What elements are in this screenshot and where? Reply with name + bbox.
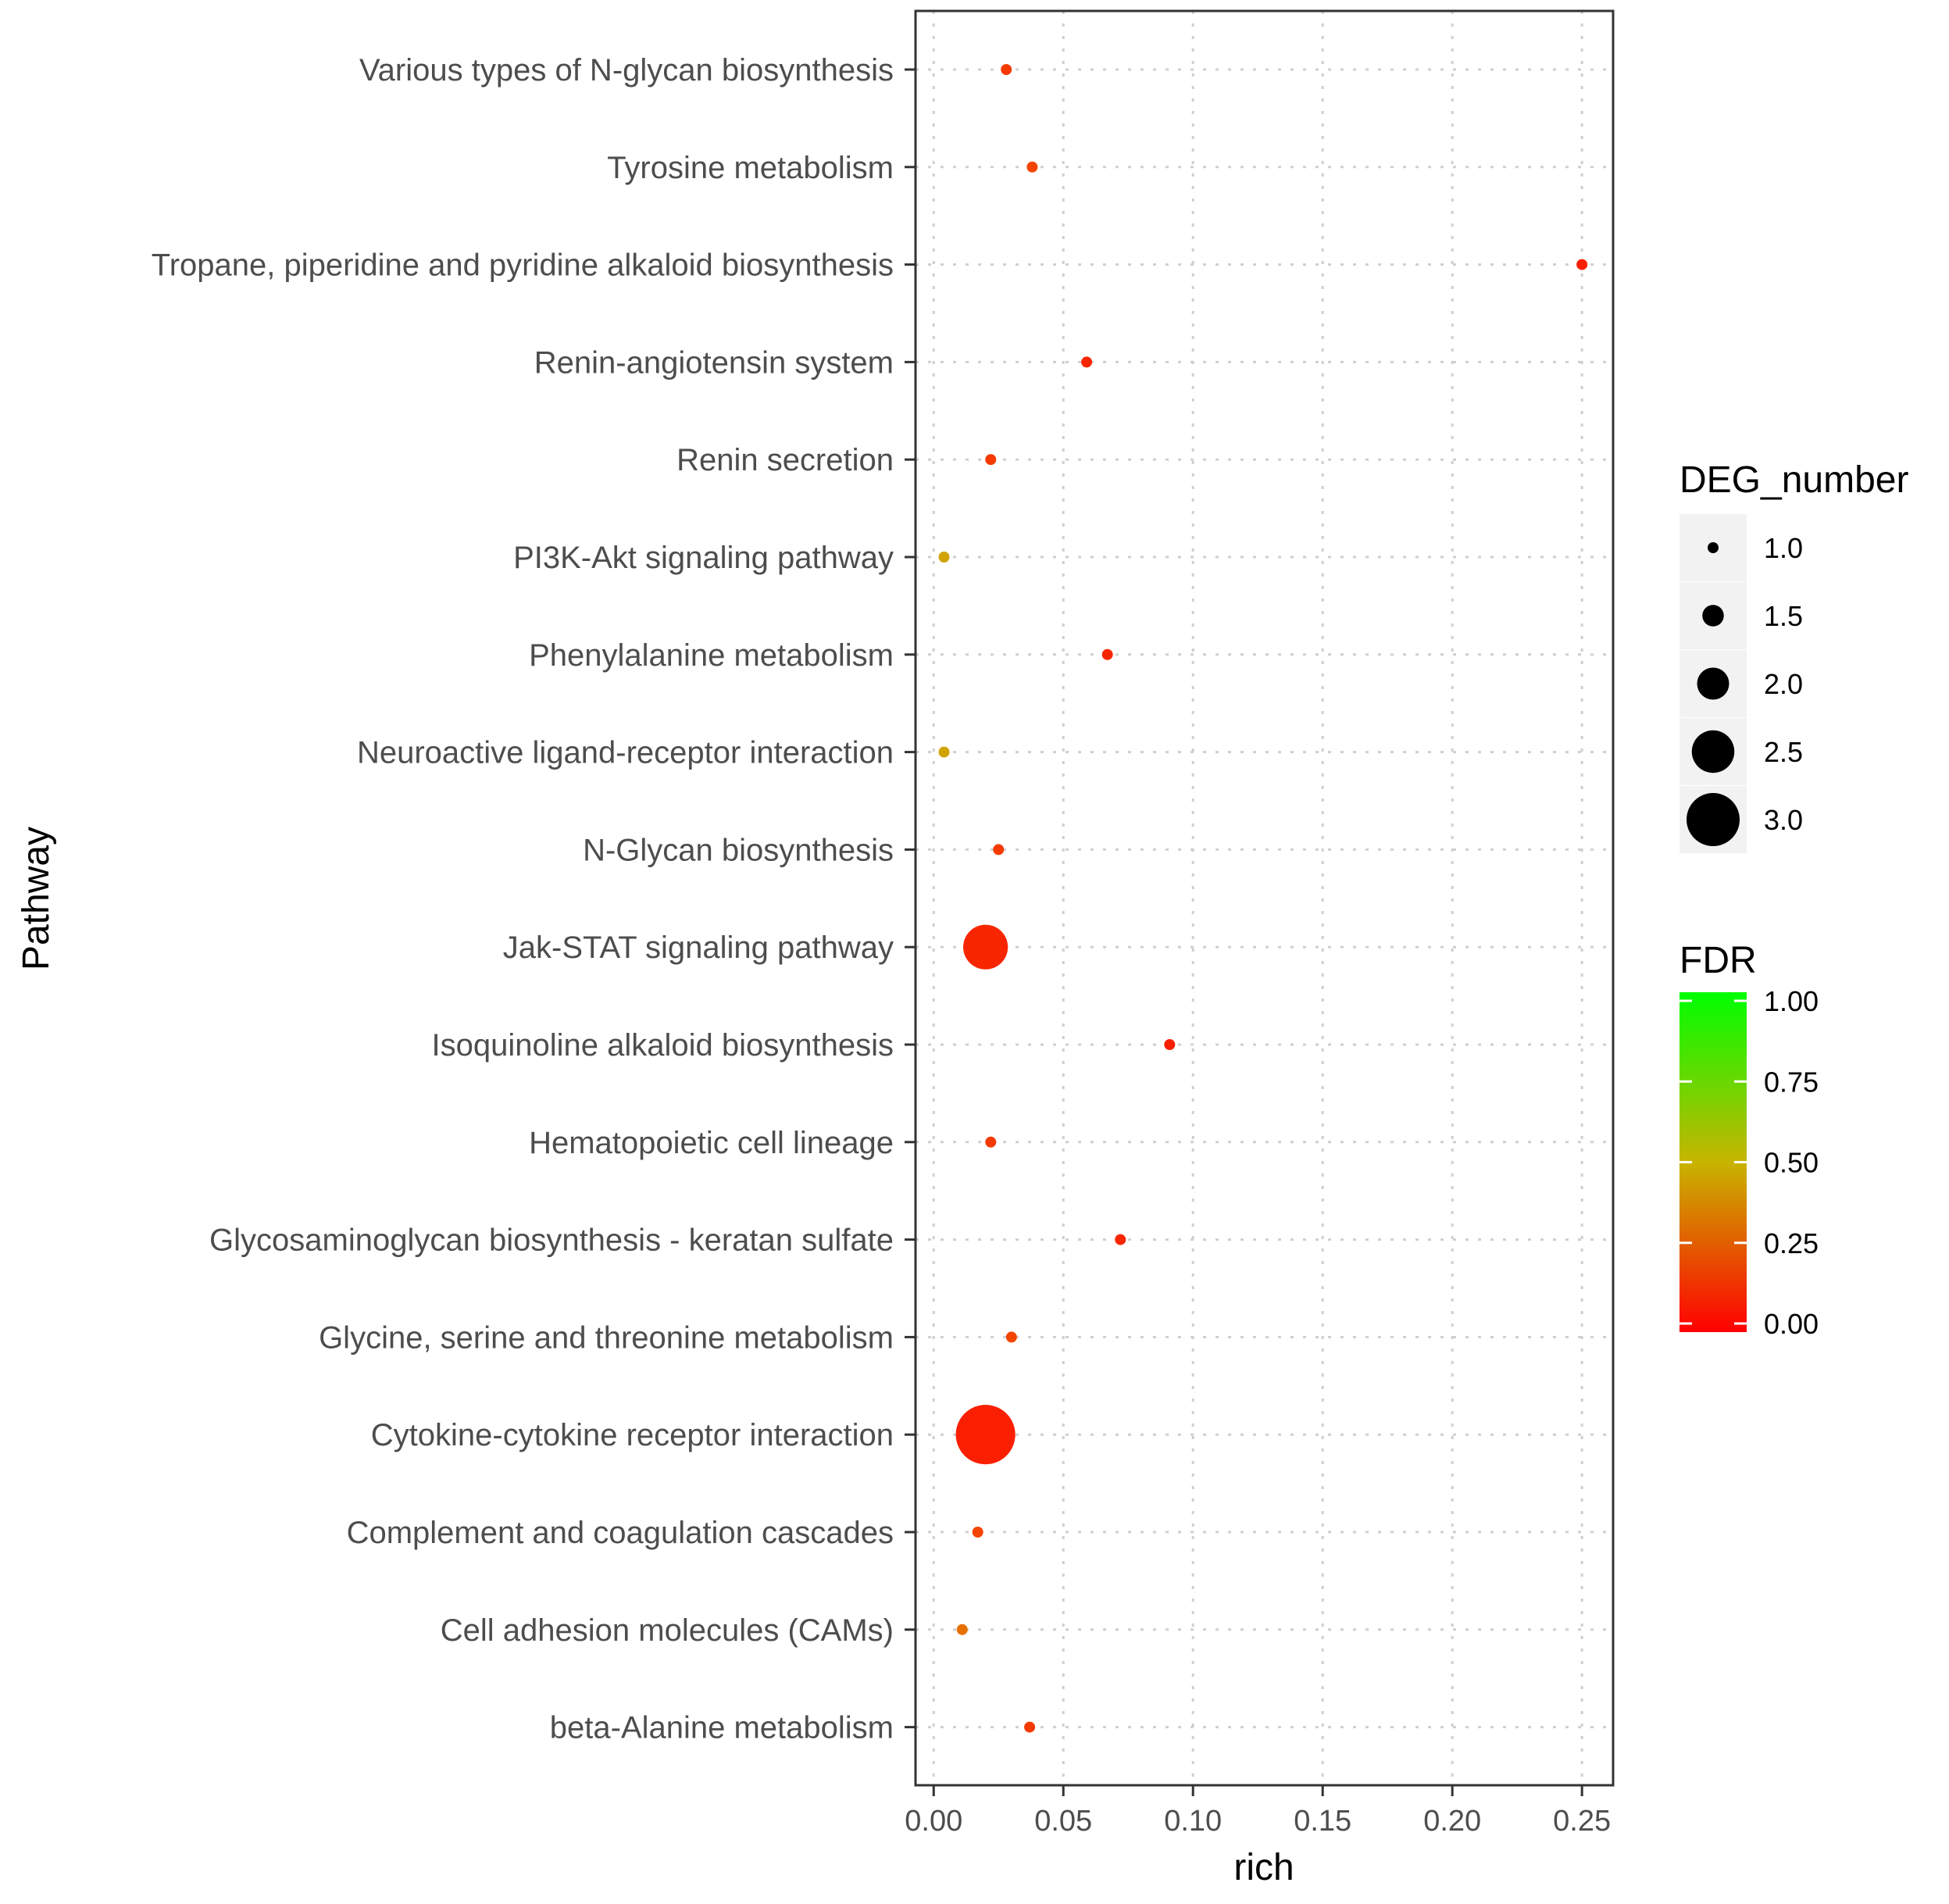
x-tick-label: 0.10 <box>1164 1805 1222 1838</box>
size-legend-title: DEG_number <box>1679 459 1908 501</box>
pathway-label: PI3K-Akt signaling pathway <box>513 541 894 575</box>
x-axis: 0.00 0.05 0.10 0.15 0.20 0.25 <box>905 1785 1611 1838</box>
color-legend-label: 0.50 <box>1764 1147 1819 1179</box>
data-point <box>985 1136 997 1148</box>
color-legend-label: 0.75 <box>1764 1066 1819 1098</box>
data-point <box>1005 1331 1017 1343</box>
pathway-label: beta-Alanine metabolism <box>550 1711 894 1745</box>
y-axis-title: Pathway <box>16 827 57 970</box>
pathway-label: Glycosaminoglycan biosynthesis - keratan… <box>209 1223 894 1258</box>
size-legend-dot <box>1708 542 1719 553</box>
data-point <box>963 924 1008 970</box>
size-legend-dot <box>1691 730 1735 773</box>
size-legend-dot <box>1687 793 1740 846</box>
data-point <box>1576 259 1588 270</box>
color-legend-title: FDR <box>1679 940 1757 981</box>
size-legend-label: 1.0 <box>1764 532 1803 564</box>
data-point <box>1164 1039 1176 1050</box>
data-point <box>993 844 1005 856</box>
size-legend: DEG_number 1.0 1.5 2.0 2.5 3.0 <box>1679 459 1908 853</box>
x-tick-label: 0.00 <box>905 1805 962 1838</box>
data-point <box>1001 64 1012 75</box>
data-point <box>938 552 950 563</box>
pathway-label: Cytokine-cytokine receptor interaction <box>371 1418 894 1452</box>
data-point <box>985 454 997 466</box>
x-tick-label: 0.25 <box>1553 1805 1611 1838</box>
size-legend-label: 2.5 <box>1764 736 1803 768</box>
pathway-label: Tropane, piperidine and pyridine alkaloi… <box>152 248 894 283</box>
data-point <box>1081 356 1093 368</box>
y-axis: Various types of N-glycan biosynthesis Ty… <box>152 53 916 1745</box>
pathway-label: Glycine, serine and threonine metabolism <box>319 1320 894 1355</box>
grid-layer <box>916 11 1613 1785</box>
size-legend-dot <box>1697 667 1729 700</box>
data-point <box>938 746 950 758</box>
data-point <box>956 1624 968 1635</box>
size-legend-label: 2.0 <box>1764 668 1803 700</box>
size-legend-dot <box>1702 605 1724 627</box>
pathway-label: Isoquinoline alkaloid biosynthesis <box>432 1028 894 1063</box>
panel-border <box>914 9 1615 1787</box>
pathway-label: Complement and coagulation cascades <box>347 1516 894 1550</box>
pathway-label: Neuroactive ligand-receptor interaction <box>357 736 894 770</box>
pathway-label: Phenylalanine metabolism <box>529 638 894 673</box>
data-point <box>1026 161 1038 173</box>
data-point <box>1101 648 1113 660</box>
color-legend-label: 0.25 <box>1764 1227 1819 1259</box>
pathway-label: Cell adhesion molecules (CAMs) <box>441 1613 894 1648</box>
pathway-label: N-Glycan biosynthesis <box>583 833 894 867</box>
size-legend-label: 1.5 <box>1764 600 1803 632</box>
x-axis-title: rich <box>1233 1847 1294 1888</box>
color-legend-label: 1.00 <box>1764 985 1819 1017</box>
pathway-label: Renin-angiotensin system <box>534 345 894 380</box>
x-tick-label: 0.15 <box>1294 1805 1351 1838</box>
pathway-label: Various types of N-glycan biosynthesis <box>359 53 894 88</box>
pathway-label: Jak-STAT signaling pathway <box>503 931 894 965</box>
data-point <box>1115 1234 1126 1245</box>
data-point <box>972 1527 983 1538</box>
color-legend-label: 0.00 <box>1764 1308 1819 1340</box>
pathway-label: Hematopoietic cell lineage <box>529 1126 894 1160</box>
points-layer <box>938 64 1588 1733</box>
data-point <box>1024 1721 1036 1733</box>
pathway-label: Renin secretion <box>676 443 894 477</box>
x-tick-label: 0.05 <box>1034 1805 1092 1838</box>
x-tick-label: 0.20 <box>1423 1805 1481 1838</box>
pathway-label: Tyrosine metabolism <box>607 151 894 185</box>
data-point <box>955 1405 1016 1465</box>
size-legend-label: 3.0 <box>1764 804 1803 836</box>
